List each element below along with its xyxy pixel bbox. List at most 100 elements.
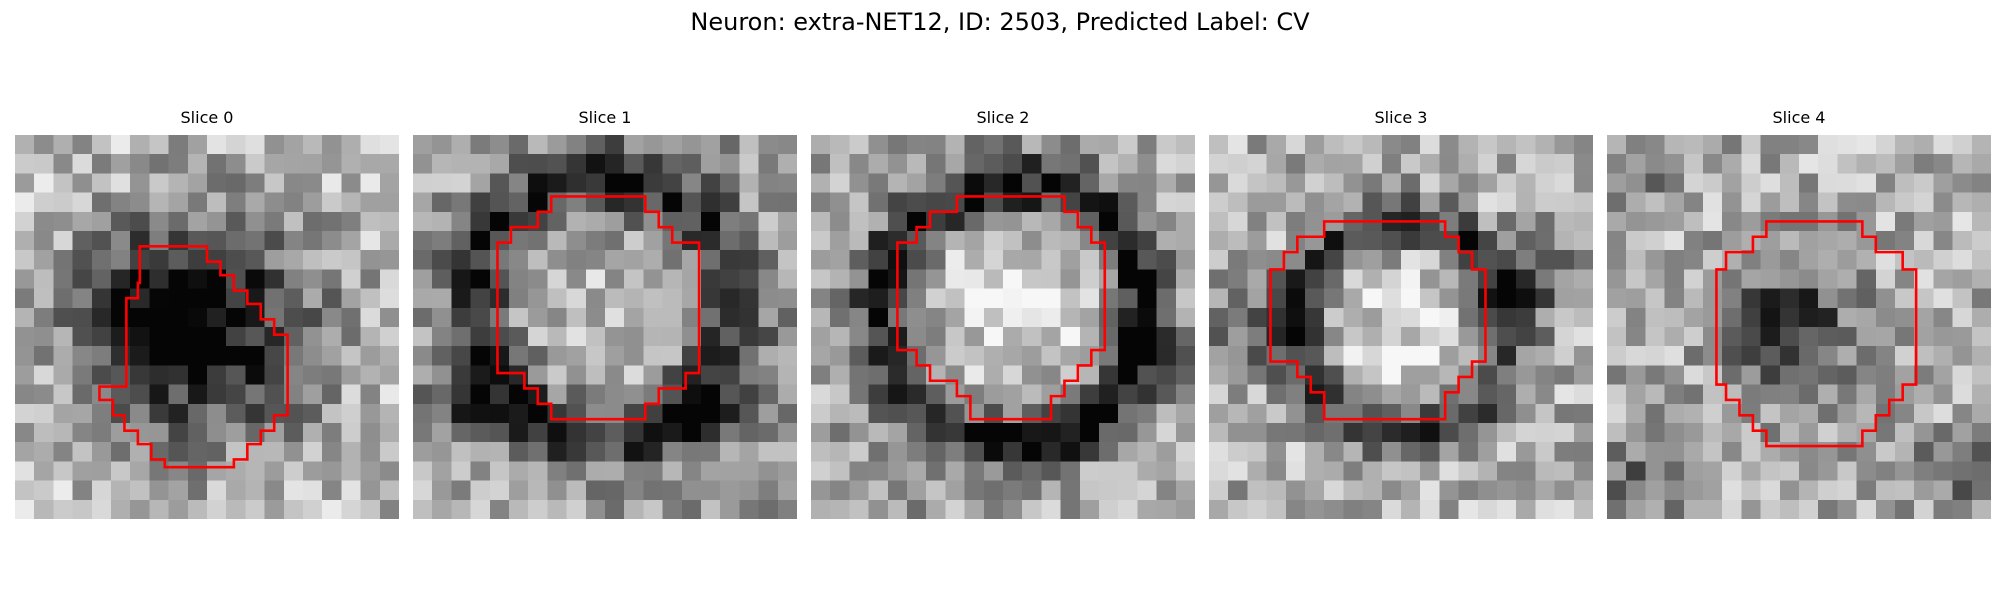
pixel [983, 231, 1004, 251]
pixel [907, 403, 927, 424]
pixel [1362, 307, 1383, 328]
pixel [1022, 499, 1042, 519]
pixel [264, 365, 285, 385]
pixel [1118, 384, 1138, 405]
pixel [283, 231, 304, 251]
pixel [1741, 307, 1761, 328]
pixel [777, 384, 797, 405]
pixel [341, 442, 361, 462]
pixel [1626, 288, 1646, 309]
pixel [887, 154, 908, 174]
pixel [34, 461, 54, 481]
pixel [91, 327, 112, 347]
pixel [1799, 269, 1819, 289]
pixel [1266, 461, 1287, 481]
pixel [849, 173, 869, 193]
pixel [1137, 423, 1157, 443]
pixel [887, 423, 908, 443]
pixel [830, 192, 850, 213]
pixel [1760, 461, 1781, 481]
pixel [1645, 192, 1665, 213]
pixel [1741, 384, 1761, 405]
pixel [1554, 154, 1575, 174]
pixel [739, 423, 759, 443]
pixel [322, 211, 342, 232]
pixel [566, 442, 587, 462]
pixel [1914, 154, 1934, 174]
pixel [1664, 211, 1685, 232]
pixel [53, 192, 73, 213]
pixel [720, 499, 740, 519]
pixel [983, 327, 1004, 347]
pixel [1760, 231, 1781, 251]
pixel [624, 327, 644, 347]
pixel [1741, 192, 1761, 213]
pixel [1741, 442, 1761, 462]
pixel [739, 154, 759, 174]
pixel [1439, 461, 1459, 481]
pixel [1933, 211, 1953, 232]
pixel [907, 384, 927, 405]
pixel [413, 365, 433, 385]
pixel [489, 135, 510, 155]
pixel [830, 423, 850, 443]
pixel [1683, 192, 1704, 213]
pixel [1003, 442, 1023, 462]
pixel [1175, 135, 1195, 155]
pixel [1228, 307, 1248, 328]
pixel [830, 250, 850, 270]
slice-panel-2: Slice 2 [811, 108, 1195, 519]
pixel [1895, 231, 1915, 251]
pixel [681, 346, 702, 366]
pixel [432, 250, 452, 270]
pixel [1607, 250, 1627, 270]
roi-contour [1270, 221, 1485, 419]
pixel [1607, 192, 1627, 213]
pixel [264, 211, 285, 232]
pixel [1516, 135, 1536, 155]
pixel [701, 327, 721, 347]
pixel [509, 327, 529, 347]
pixel [1209, 346, 1229, 366]
pixel [1741, 461, 1761, 481]
pixel [303, 346, 323, 366]
pixel [245, 403, 265, 424]
pixel [585, 250, 606, 270]
pixel [1914, 231, 1934, 251]
pixel [432, 211, 452, 232]
pixel [1401, 461, 1421, 481]
pixel [758, 423, 779, 443]
pixel [451, 480, 471, 501]
pixel [811, 211, 831, 232]
pixel [1703, 307, 1723, 328]
pixel [945, 173, 965, 193]
pixel [1420, 384, 1440, 405]
pixel [264, 480, 285, 501]
pixel [1381, 231, 1402, 251]
pixel [1305, 211, 1325, 232]
pixel [53, 346, 73, 366]
pixel [701, 211, 721, 232]
pixel [1022, 288, 1042, 309]
pixel [53, 499, 73, 519]
pixel [207, 154, 227, 174]
pixel [1875, 154, 1896, 174]
pixel [1118, 423, 1138, 443]
pixel [907, 288, 927, 309]
pixel [1626, 231, 1646, 251]
pixel [1477, 211, 1498, 232]
pixel [1516, 192, 1536, 213]
pixel [1247, 288, 1267, 309]
pixel [1971, 327, 1991, 347]
pixel [91, 461, 112, 481]
pixel [1626, 307, 1646, 328]
pixel [1760, 135, 1781, 155]
pixel [322, 403, 342, 424]
pixel [1228, 365, 1248, 385]
pixel [566, 384, 587, 405]
pixel [907, 442, 927, 462]
pixel [1420, 269, 1440, 289]
pixel [1266, 154, 1287, 174]
pixel [1381, 384, 1402, 405]
pixel [413, 192, 433, 213]
